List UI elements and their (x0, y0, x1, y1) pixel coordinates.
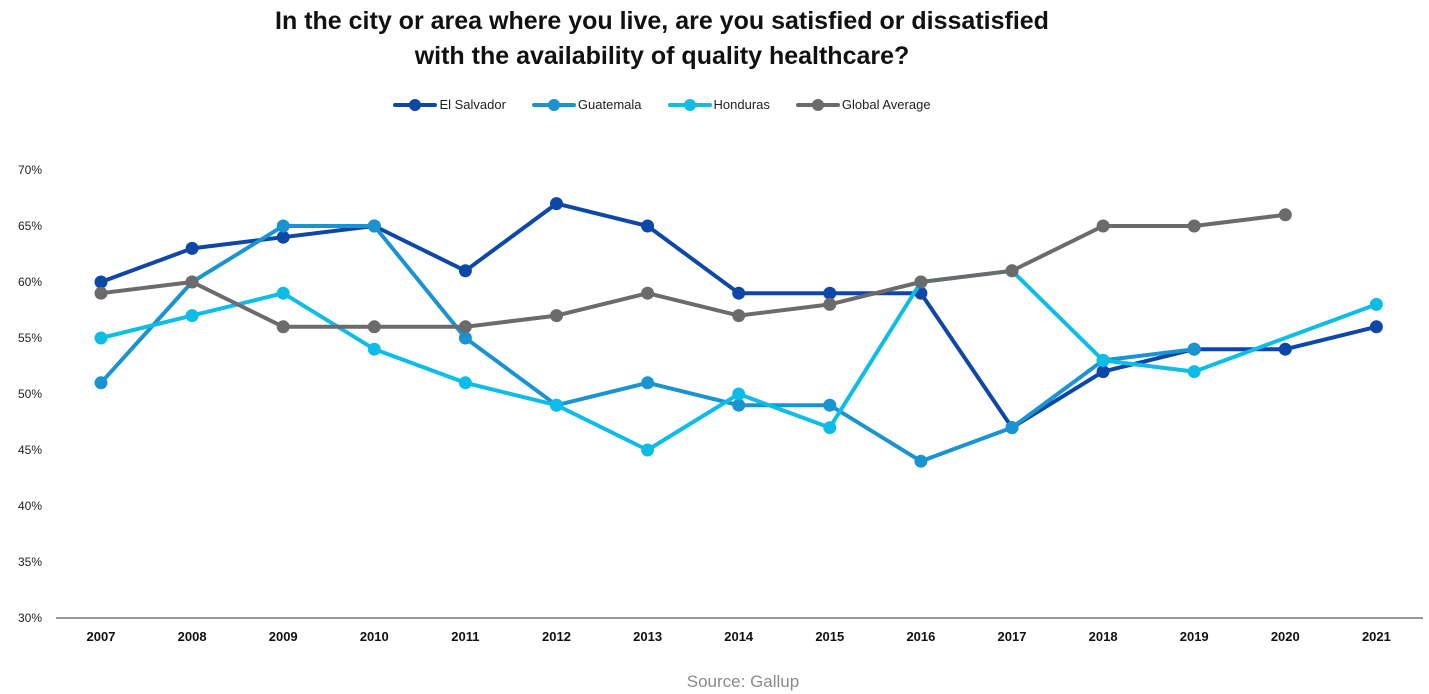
data-point-global-average (276, 320, 290, 334)
data-point-guatemala (458, 331, 472, 345)
data-point-el-salvador (276, 230, 290, 244)
y-tick-label: 50% (18, 387, 42, 401)
data-point-global-average (1005, 264, 1019, 278)
x-tick-label: 2010 (360, 629, 389, 644)
y-tick-label: 30% (18, 611, 42, 625)
data-point-global-average (367, 320, 381, 334)
y-tick-label: 60% (18, 275, 42, 289)
data-point-global-average (1096, 219, 1110, 233)
chart-title-line-2: with the availability of quality healthc… (414, 42, 910, 70)
data-point-honduras (1187, 365, 1201, 379)
data-point-honduras (185, 309, 199, 323)
data-point-honduras (1369, 297, 1383, 311)
x-tick-label: 2016 (906, 629, 935, 644)
data-point-honduras (276, 286, 290, 300)
data-point-guatemala (732, 398, 746, 412)
x-tick-label: 2009 (269, 629, 298, 644)
chart-title: In the city or area where you live, are … (0, 4, 1324, 74)
data-point-el-salvador (823, 286, 837, 300)
data-point-el-salvador (550, 197, 563, 211)
data-point-global-average (458, 320, 472, 334)
data-point-el-salvador (458, 264, 472, 278)
data-point-global-average (94, 286, 108, 300)
data-point-honduras (367, 342, 381, 356)
data-point-el-salvador (641, 219, 655, 233)
x-tick-label: 2021 (1362, 629, 1391, 644)
data-point-global-average (732, 309, 746, 323)
x-tick-label: 2015 (815, 629, 844, 644)
data-point-honduras (1096, 353, 1110, 367)
data-point-honduras (550, 398, 563, 412)
data-point-el-salvador (1369, 320, 1383, 334)
x-tick-label: 2012 (542, 629, 571, 644)
data-point-honduras (823, 421, 837, 435)
data-point-global-average (914, 275, 928, 289)
data-point-global-average (641, 286, 655, 300)
legend-item-honduras: Honduras (667, 97, 770, 112)
data-point-guatemala (1005, 421, 1019, 435)
data-point-guatemala (1187, 342, 1201, 356)
data-point-el-salvador (185, 241, 199, 255)
data-point-honduras (732, 387, 746, 401)
legend-item-guatemala: Guatemala (531, 97, 642, 112)
data-point-guatemala (641, 376, 655, 390)
x-tick-label: 2017 (998, 629, 1027, 644)
y-tick-label: 45% (18, 443, 42, 457)
source-note: Source: Gallup (686, 672, 800, 691)
series-line-global-average (99, 212, 1288, 329)
legend-label: Global Average (841, 97, 931, 112)
legend-swatch-guatemala (531, 98, 576, 112)
legend-swatch-global-average (795, 98, 840, 112)
series-line-honduras (99, 268, 1379, 452)
data-point-guatemala (94, 376, 108, 390)
legend-item-el-salvador: El Salvador (393, 97, 506, 112)
legend-swatch-el-salvador (393, 98, 438, 112)
data-point-el-salvador (1278, 342, 1292, 356)
x-tick-label: 2011 (451, 629, 479, 644)
y-tick-label: 70% (18, 163, 42, 177)
y-tick-label: 35% (18, 555, 42, 569)
y-tick-label: 40% (18, 499, 42, 513)
x-tick-label: 2020 (1271, 629, 1300, 644)
data-point-global-average (1278, 208, 1292, 222)
data-point-guatemala (823, 398, 837, 412)
data-point-guatemala (367, 219, 381, 233)
chart-legend: El Salvador Guatemala Honduras Global Avera… (0, 97, 1324, 112)
data-point-el-salvador (1096, 365, 1110, 379)
x-tick-label: 2019 (1180, 629, 1209, 644)
y-tick-label: 65% (18, 219, 42, 233)
data-point-global-average (823, 297, 837, 311)
legend-label: El Salvador (439, 97, 506, 112)
legend-label: Honduras (713, 97, 770, 112)
chart-title-line-1: In the city or area where you live, are … (275, 7, 1049, 35)
x-tick-label: 2013 (633, 629, 662, 644)
data-point-global-average (550, 309, 563, 323)
data-point-honduras (94, 331, 108, 345)
data-point-guatemala (914, 454, 928, 468)
data-point-global-average (1187, 219, 1201, 233)
legend-swatch-honduras (667, 98, 712, 112)
data-point-guatemala (276, 219, 290, 233)
x-tick-label: 2007 (87, 629, 116, 644)
legend-label: Guatemala (577, 97, 642, 112)
data-point-el-salvador (94, 275, 108, 289)
data-point-el-salvador (732, 286, 746, 300)
x-tick-label: 2008 (178, 629, 207, 644)
x-tick-label: 2018 (1089, 629, 1118, 644)
data-point-honduras (458, 376, 472, 390)
x-tick-label: 2014 (724, 629, 754, 644)
data-point-honduras (641, 443, 655, 457)
data-point-global-average (185, 275, 199, 289)
y-tick-label: 55% (18, 331, 42, 345)
legend-item-global-average: Global Average (795, 97, 931, 112)
